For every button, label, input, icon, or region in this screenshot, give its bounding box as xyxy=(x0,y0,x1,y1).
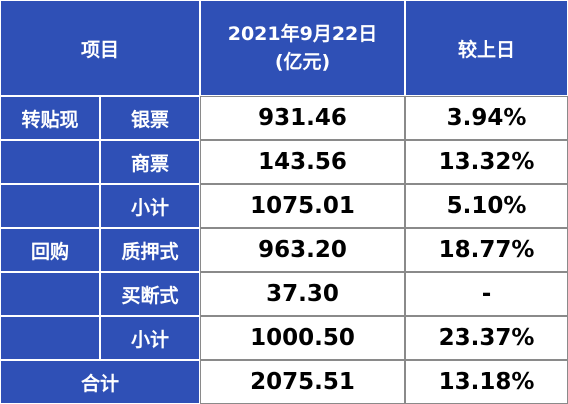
value-cell: 143.56 xyxy=(200,140,405,184)
item-cell: 小计 xyxy=(100,316,200,360)
cell-text: 18.77% xyxy=(438,237,535,263)
item-cell: 商票 xyxy=(100,140,200,184)
cell-text: 931.46 xyxy=(258,105,347,131)
change-cell: 18.77% xyxy=(405,228,568,272)
change-cell: - xyxy=(405,272,568,316)
item-cell: 买断式 xyxy=(100,272,200,316)
cell-text: 买断式 xyxy=(121,284,179,307)
item-cell: 银票 xyxy=(100,96,200,140)
cell-text: 2075.51 xyxy=(250,369,355,395)
total-label: 合计 xyxy=(0,360,200,404)
cell-text: 1075.01 xyxy=(250,193,355,219)
header-cell: 较上日 xyxy=(405,0,568,96)
item-cell: 质押式 xyxy=(100,228,200,272)
group-cell: 转贴现 xyxy=(0,96,100,140)
cell-text: 3.94% xyxy=(446,105,527,131)
group-cell xyxy=(0,184,100,228)
cell-text: 小计 xyxy=(130,328,169,351)
cell-text: 37.30 xyxy=(266,281,339,307)
cell-text: 13.18% xyxy=(438,369,535,395)
header-cell: 项目 xyxy=(0,0,200,96)
cell-text: 回购 xyxy=(30,240,69,263)
cell-text: 5.10% xyxy=(446,193,527,219)
cell-text: 963.20 xyxy=(258,237,347,263)
change-cell: 23.37% xyxy=(405,316,568,360)
item-cell: 小计 xyxy=(100,184,200,228)
cell-text: 合计 xyxy=(80,372,119,395)
cell-text: 2021年9月22日 xyxy=(227,23,378,45)
cell-text: 质押式 xyxy=(121,240,179,263)
cell-text: 小计 xyxy=(130,196,169,219)
cell-text: 较上日 xyxy=(457,38,515,61)
cell-text: 转贴现 xyxy=(21,108,79,131)
cell-text: 银票 xyxy=(130,108,169,131)
cell-text: - xyxy=(481,281,492,307)
change-cell: 13.18% xyxy=(405,360,568,404)
header-cell: 2021年9月22日 (亿元) xyxy=(200,0,405,96)
value-cell: 2075.51 xyxy=(200,360,405,404)
cell-text: 143.56 xyxy=(258,149,347,175)
value-cell: 1000.50 xyxy=(200,316,405,360)
change-cell: 13.32% xyxy=(405,140,568,184)
value-cell: 1075.01 xyxy=(200,184,405,228)
group-cell xyxy=(0,272,100,316)
value-cell: 931.46 xyxy=(200,96,405,140)
group-cell: 回购 xyxy=(0,228,100,272)
change-cell: 3.94% xyxy=(405,96,568,140)
group-cell xyxy=(0,316,100,360)
cell-text: 1000.50 xyxy=(250,325,355,351)
value-cell: 963.20 xyxy=(200,228,405,272)
cell-text: 23.37% xyxy=(438,325,535,351)
group-cell xyxy=(0,140,100,184)
cell-text: 项目 xyxy=(80,38,119,61)
cell-text: (亿元) xyxy=(274,51,331,73)
cell-text: 13.32% xyxy=(438,149,535,175)
value-cell: 37.30 xyxy=(200,272,405,316)
cell-text: 商票 xyxy=(130,152,169,175)
change-cell: 5.10% xyxy=(405,184,568,228)
